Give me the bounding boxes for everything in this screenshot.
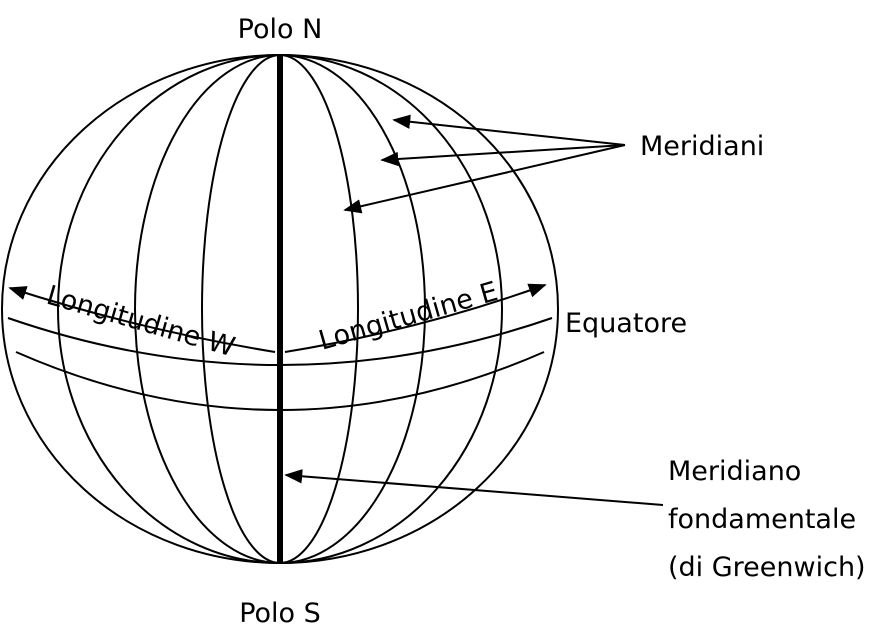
meridian-arrow	[392, 114, 626, 146]
longitude-east-label: Longitudine E	[315, 276, 501, 357]
longitude-west-label: Longitudine W	[43, 280, 238, 363]
prime-meridian-label: (di Greenwich)	[668, 552, 866, 583]
south-pole-label: Polo S	[239, 598, 321, 629]
north-pole-label: Polo N	[238, 14, 323, 45]
prime-meridian-label: Meridiano	[668, 456, 801, 487]
longitude-e-arrow	[284, 283, 547, 353]
meridian-arrow	[343, 144, 626, 214]
globe	[1, 54, 559, 564]
meridian-arrow	[380, 144, 626, 167]
equator-line	[7, 317, 553, 366]
longitude-w-arrow	[8, 286, 276, 353]
meridians-label: Meridiani	[640, 131, 764, 162]
parallel-line	[15, 351, 545, 411]
equator-label: Equatore	[565, 308, 687, 339]
prime-meridian-label: fondamentale	[668, 504, 856, 535]
prime-meridian-arrow	[284, 469, 664, 506]
arrows	[8, 114, 664, 506]
